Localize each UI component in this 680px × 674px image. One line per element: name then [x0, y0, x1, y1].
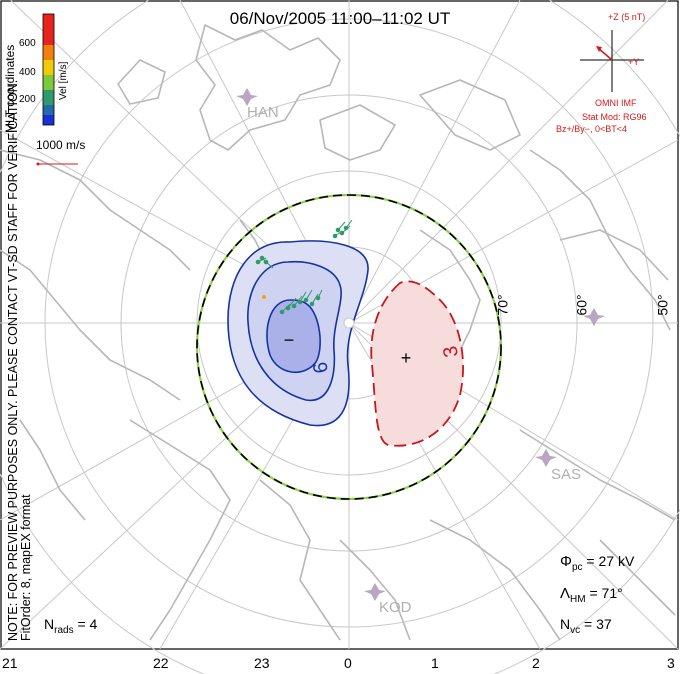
station-marker-han [236, 88, 258, 106]
dawn-cell: + [370, 280, 464, 447]
station-label-kod: KOD [379, 599, 412, 616]
latitude-label-70: 70° [494, 294, 511, 316]
mlt-label-22: 22 [153, 655, 169, 671]
imf-z-label: +Z (5 nT) [608, 12, 646, 22]
imf-model: Stat Mod: RG96 [582, 112, 647, 122]
preview-note: NOTE: FOR PREVIEW PURPOSES ONLY. PLEASE … [6, 79, 20, 641]
lambda-hm-value: = 71° [589, 585, 623, 601]
vector-origin-orange [262, 295, 266, 299]
imf-condition: Bz+/By−, 0<BT<4 [556, 124, 628, 134]
station-markers [236, 88, 605, 601]
reference-vector-label: 1000 m/s [36, 138, 86, 152]
hm-boundary [196, 194, 502, 500]
latitude-label-50: 50° [654, 294, 671, 316]
reference-vector [36, 162, 78, 166]
n-rads-value: = 4 [77, 616, 98, 632]
colorbar [42, 13, 55, 126]
imf-y-label: +Y [628, 57, 640, 67]
dusk-cell-minus: − [284, 330, 295, 350]
station-label-sas: SAS [551, 466, 582, 483]
colorbar-tick-200: 200 [19, 94, 36, 105]
mlt-label-2: 2 [532, 655, 540, 671]
phi-pc-value: = 27 kV [586, 553, 635, 569]
dusk-cell: − [227, 240, 369, 427]
station-marker-sas [535, 449, 557, 467]
colorbar-tick-400: 400 [19, 67, 36, 78]
velocity-vectors [255, 219, 353, 315]
mlt-label-1: 1 [431, 655, 439, 671]
imf-source: OMNI IMF [595, 98, 637, 108]
colorbar-tick-600: 600 [19, 38, 36, 49]
mlt-label-0: 0 [344, 655, 352, 671]
n-vc-stat: Nvc = 37 [560, 616, 612, 636]
mlt-label-21: 21 [2, 655, 18, 671]
coastlines [0, 24, 676, 641]
n-vc-value: = 37 [584, 616, 612, 632]
velocity-scale-label: Vel [m/s] [58, 61, 69, 100]
latitude-label-60: 60° [573, 294, 590, 316]
phi-pc-stat: Φpc = 27 kV [560, 553, 635, 573]
station-label-han: HAN [247, 104, 279, 121]
lambda-hm-stat: ΛHM = 71° [560, 585, 623, 605]
fitorder-note: FitOrder: 8, mapEX format [19, 494, 33, 641]
map-title: 06/Nov/2005 11:00–11:02 UT [229, 9, 451, 28]
station-marker-kod [364, 583, 386, 601]
dawn-cell-plus: + [401, 348, 412, 368]
n-rads-stat: Nrads = 4 [44, 616, 98, 636]
pole-marker [343, 317, 355, 329]
plot-frame [0, 0, 679, 650]
imf-dial [580, 30, 644, 92]
mlt-label-3: 3 [667, 655, 675, 671]
mlt-label-23: 23 [254, 655, 270, 671]
station-marker-kap [583, 308, 605, 326]
